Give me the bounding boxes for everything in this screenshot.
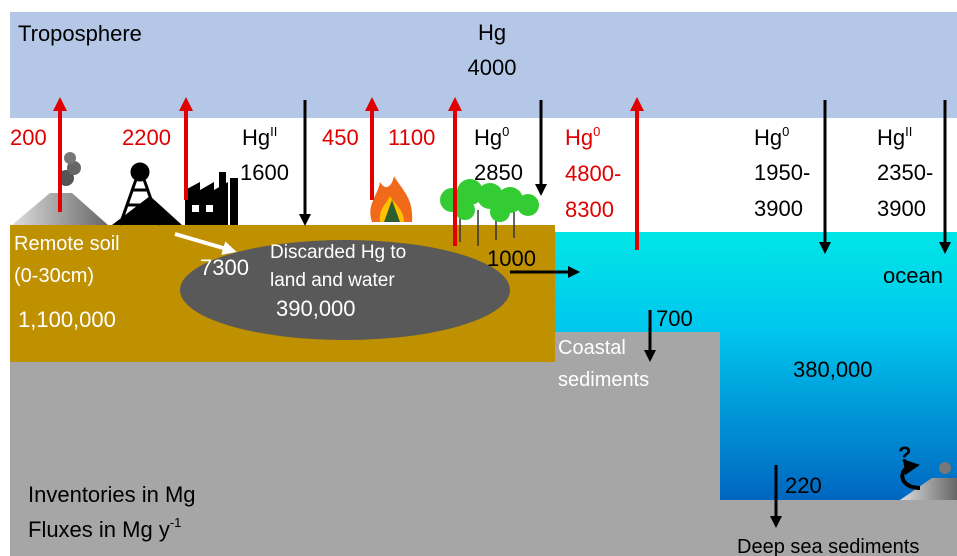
deposition-arrows xyxy=(299,100,951,528)
discarded-hg-pool xyxy=(180,240,510,340)
legend-inventories: Inventories in Mg xyxy=(28,482,196,507)
mine-icon xyxy=(112,162,182,226)
flux-label: 8300 xyxy=(565,197,614,222)
forest-icon xyxy=(440,179,539,246)
factory-icon xyxy=(185,172,238,225)
troposphere-label: Troposphere xyxy=(18,21,142,46)
species-label: HgII xyxy=(242,124,277,150)
discarded-label: Discarded Hg to xyxy=(270,242,406,263)
flux-label: 2350- xyxy=(877,160,933,185)
species-label: HgII xyxy=(877,124,912,150)
atmosphere-inventory: 4000 xyxy=(468,55,517,80)
flux-label: 2200 xyxy=(122,125,171,150)
flux-label: ? xyxy=(898,442,911,467)
flux-label: 7300 xyxy=(200,255,249,280)
ocean-inventory: 380,000 xyxy=(793,357,873,382)
ocean-label: ocean xyxy=(883,263,943,288)
troposphere-band xyxy=(10,12,957,118)
flux-label: 1100 xyxy=(388,125,435,150)
vent-icon xyxy=(900,459,957,500)
legend-fluxes: Fluxes in Mg y-1 xyxy=(28,515,181,542)
species-label: Hg0 xyxy=(565,124,600,150)
soil-inventory: 1,100,000 xyxy=(18,307,116,332)
discarded-label: land and water xyxy=(270,270,395,291)
flux-label: 3900 xyxy=(754,196,803,221)
flux-label: 200 xyxy=(10,125,47,150)
flux-label: 4800- xyxy=(565,161,621,186)
discarded-inventory: 390,000 xyxy=(276,296,356,321)
emission-arrows xyxy=(53,97,644,250)
coastal-label: sediments xyxy=(558,369,649,391)
flux-label: 220 xyxy=(785,473,822,498)
flux-label: 700 xyxy=(656,306,693,331)
deep-sea-label: Deep sea sediments xyxy=(737,536,919,556)
species-label: Hg0 xyxy=(754,124,789,150)
soil-label: Remote soil xyxy=(14,233,120,255)
flux-label: 1950- xyxy=(754,160,810,185)
soil-label: (0-30cm) xyxy=(14,265,94,287)
species-label: Hg0 xyxy=(474,124,509,150)
atmosphere-species: Hg xyxy=(478,20,506,45)
fire-icon xyxy=(370,176,413,222)
flux-label: 1600 xyxy=(240,160,289,185)
discard-arrow xyxy=(174,232,237,255)
coastal-label: Coastal xyxy=(558,337,626,359)
flux-label: 1000 xyxy=(487,246,536,271)
flux-label: 3900 xyxy=(877,196,926,221)
sediment-area xyxy=(10,332,957,556)
flux-label: 450 xyxy=(322,125,359,150)
flux-label: 2850 xyxy=(474,160,523,185)
